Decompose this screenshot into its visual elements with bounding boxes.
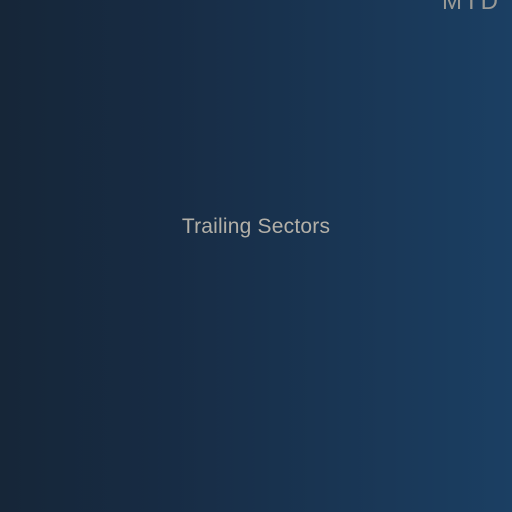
period-label[interactable]: MTD: [442, 0, 500, 15]
panel-title: Trailing Sectors: [181, 215, 331, 238]
